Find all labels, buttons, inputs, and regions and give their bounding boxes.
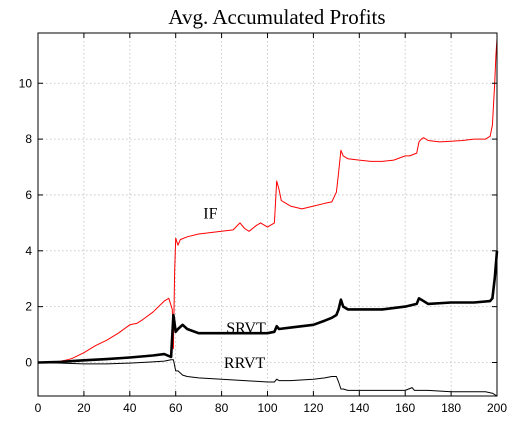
x-tick-label: 140 — [349, 401, 369, 415]
series-label-if: IF — [203, 206, 217, 223]
y-tick-label: 10 — [19, 76, 33, 90]
x-tick-label: 40 — [123, 401, 137, 415]
series-line-srvt — [37, 250, 499, 364]
x-tick-label: 180 — [441, 401, 461, 415]
plot-frame — [37, 32, 498, 397]
x-tick-label: 100 — [257, 401, 277, 415]
x-tick-label: 20 — [77, 401, 91, 415]
series-line-rrvt — [37, 359, 498, 397]
y-tick-label: 4 — [25, 244, 32, 258]
series-labels: IF SRVT RRVT — [203, 206, 266, 372]
x-tick-label: 200 — [487, 401, 507, 415]
x-tick-label: 80 — [215, 401, 229, 415]
x-tick-label: 120 — [303, 401, 323, 415]
y-tick-label: 6 — [25, 188, 32, 202]
y-tick-label: 2 — [25, 300, 32, 314]
series-line-if — [38, 38, 498, 363]
x-tick-label: 60 — [169, 401, 183, 415]
series-label-srvt: SRVT — [226, 320, 266, 337]
series-lines — [37, 38, 499, 397]
chart-title: Avg. Accumulated Profits — [168, 5, 385, 29]
grid — [38, 33, 497, 396]
series-label-rrvt: RRVT — [224, 355, 266, 372]
y-tick-label: 0 — [25, 355, 32, 369]
axis-ticks: 0 20 40 60 80 100 120 140 160 180 200 0 2 4 6 8 10 — [19, 33, 507, 415]
x-tick-label: 160 — [395, 401, 415, 415]
y-tick-label: 8 — [25, 132, 32, 146]
x-tick-label: 0 — [35, 401, 42, 415]
